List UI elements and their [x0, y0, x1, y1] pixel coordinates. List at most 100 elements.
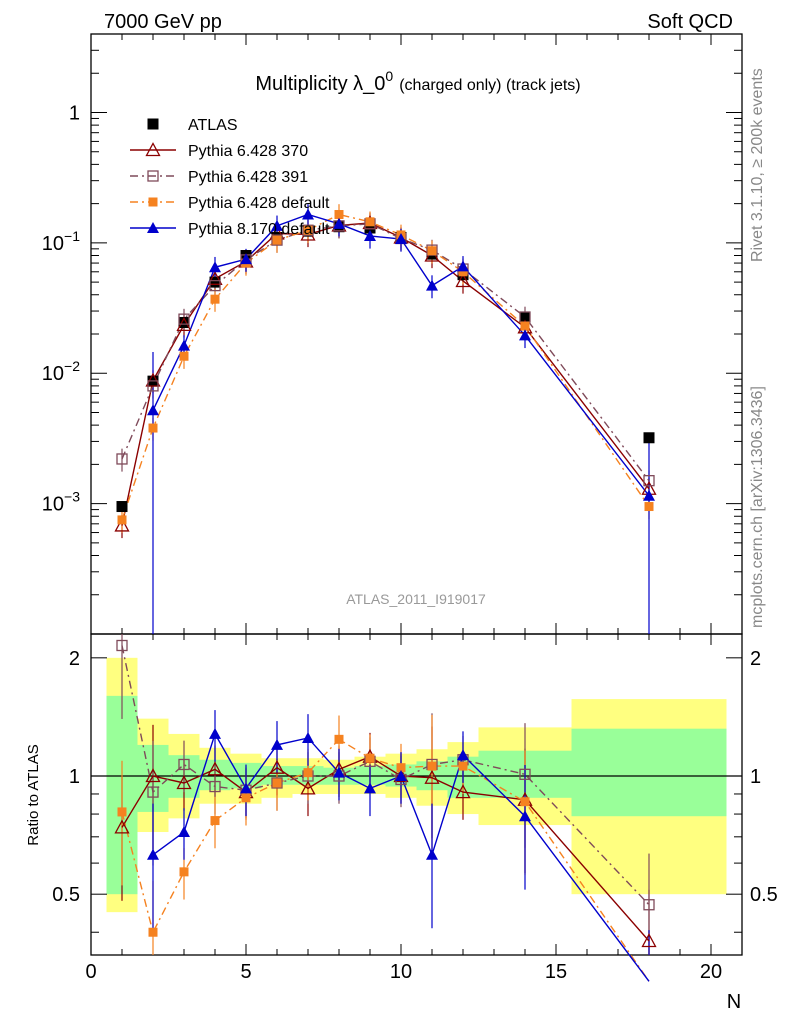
ratio-plot-frame: [90, 633, 743, 956]
ratio-y-tick-label-left-0.5: 0.5: [52, 884, 80, 906]
main-point-2-5: [271, 234, 283, 246]
ratio-point-0-5: [269, 759, 285, 774]
ratio-point-0-1: [145, 768, 161, 783]
main-point-3-11: [458, 267, 468, 277]
chart-title-suffix: (charged only) (track jets): [399, 77, 580, 94]
main-point-0-13: [643, 432, 655, 444]
main-point-3-13: [644, 502, 654, 512]
main-point-2-6: [302, 224, 314, 236]
main-point-4-11: [519, 329, 531, 341]
ratio-point-1-1: [147, 786, 159, 798]
ratio-point-1-0: [116, 639, 128, 652]
ratio-point-3-2: [209, 727, 221, 739]
chart-title: Multiplicity λ_00 (charged only) (track j…: [255, 68, 580, 95]
x-tick-label-10: 10: [390, 961, 412, 983]
main-point-3-1: [148, 423, 158, 433]
ratio-point-0-0: [114, 819, 130, 834]
legend-marker-2: [147, 170, 159, 182]
ratio-point-2-3: [210, 816, 220, 826]
ratio-point-2-9: [396, 763, 406, 773]
main-point-0-2: [178, 317, 190, 329]
side-text-bottom: mcplots.cern.ch [arXiv:1306.3436]: [749, 386, 766, 628]
main-point-4-4: [271, 219, 283, 231]
ratio-y-tick-label-left-2: 2: [69, 648, 80, 670]
main-point-4-2: [209, 261, 221, 273]
ratio-point-2-6: [303, 768, 313, 778]
x-tick-label-15: 15: [545, 961, 567, 983]
ratio-uncertainty-bands: [106, 657, 727, 913]
legend-label-3: Pythia 6.428 default: [188, 195, 330, 212]
ratio-point-3-6: [333, 766, 345, 778]
x-tick-label-0: 0: [85, 961, 96, 983]
ratio-point-2-0: [117, 807, 127, 817]
ratio-point-1-3: [209, 780, 221, 793]
header-left: 7000 GeV pp: [104, 11, 222, 33]
main-point-3-8: [365, 217, 375, 227]
main-point-0-12: [519, 311, 531, 323]
ratio-band-inner-13: [571, 728, 727, 817]
main-point-4-10: [457, 260, 469, 272]
legend-marker-3: [148, 197, 158, 207]
main-point-3-0: [117, 515, 127, 525]
legend: ATLAS Pythia 6.428 370 Pythia 6.428 391 Pyt…: [130, 117, 330, 238]
main-series-line-4: [152, 213, 650, 497]
ratio-point-1-5: [271, 777, 283, 789]
main-series-line-2: [121, 223, 650, 482]
ratio-point-2-10: [427, 761, 437, 771]
ratio-point-2-2: [179, 867, 189, 877]
main-point-2-1: [147, 380, 159, 392]
main-point-4-3: [240, 253, 252, 265]
ratio-y-axis-label: Ratio to ATLAS: [25, 744, 42, 845]
main-y-tick-label-2: 10−2: [42, 358, 80, 385]
ratio-point-0-3: [207, 761, 223, 776]
ratio-point-1-2: [178, 758, 190, 771]
ratio-point-1-13: [643, 899, 655, 911]
ratio-point-2-1: [148, 927, 158, 937]
ratio-point-3-3: [240, 782, 252, 794]
x-tick-label-20: 20: [700, 961, 722, 983]
main-point-0-0: [116, 501, 128, 513]
main-point-4-9: [426, 279, 438, 291]
header-right: Soft QCD: [647, 11, 733, 33]
ratio-y-tick-label-right-0.5: 0.5: [750, 884, 778, 906]
main-point-3-6: [303, 225, 313, 235]
ratio-point-3-7: [364, 782, 376, 794]
ratio-point-2-5: [272, 778, 282, 788]
ratio-series-line-0: [121, 755, 650, 942]
ratio-point-3-5: [302, 731, 314, 743]
ratio-point-2-12: [520, 797, 530, 807]
main-point-3-10: [427, 246, 437, 256]
main-point-1-1: [145, 372, 161, 387]
main-point-3-2: [179, 351, 189, 361]
axis-tick-labels: 0 5 10 15 20 1 10−1 10−2 10−3 0.5 0.5 1 1 2 2: [42, 102, 778, 983]
ratio-point-3-9: [426, 848, 438, 860]
ratio-y-tick-label-left-1: 1: [69, 766, 80, 788]
ratio-point-0-13: [641, 933, 657, 948]
chart-title-main: Multiplicity λ_0: [255, 73, 385, 95]
main-series-line-3: [121, 213, 650, 521]
legend-label-4: Pythia 8.170 default: [188, 221, 330, 238]
ratio-point-3-0: [147, 848, 159, 860]
main-point-2-2: [178, 313, 190, 325]
main-point-3-7: [334, 210, 344, 220]
ratio-y-tick-label-right-2: 2: [750, 648, 761, 670]
main-point-0-3: [209, 276, 221, 288]
ratio-point-2-11: [458, 761, 468, 771]
series-markers: [114, 208, 657, 948]
main-y-tick-label-3: 10−3: [42, 489, 80, 516]
ratio-point-2-7: [334, 734, 344, 744]
ratio-point-0-6: [300, 780, 316, 795]
main-series-line-1: [121, 222, 650, 526]
ratio-point-3-10: [457, 749, 469, 761]
main-point-4-1: [178, 339, 190, 351]
ratio-y-tick-label-right-1: 1: [750, 766, 761, 788]
ratio-point-0-10: [424, 769, 440, 784]
main-point-3-12: [520, 321, 530, 331]
main-point-4-12: [643, 489, 655, 501]
legend-label-2: Pythia 6.428 391: [188, 169, 308, 186]
legend-label-1: Pythia 6.428 370: [188, 143, 308, 160]
ratio-point-3-1: [178, 826, 190, 838]
main-point-4-0: [147, 404, 159, 416]
